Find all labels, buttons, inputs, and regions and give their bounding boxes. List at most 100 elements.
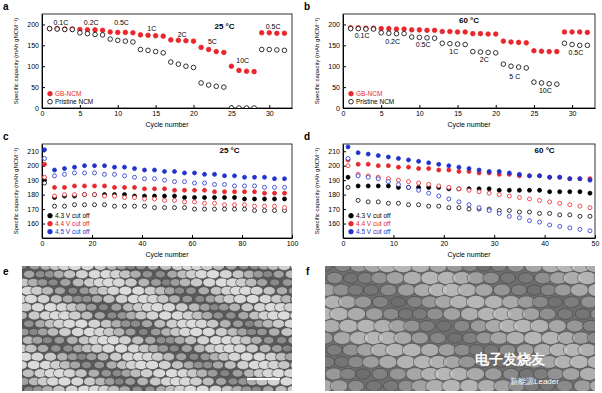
series: [47, 26, 286, 74]
grain: [215, 328, 228, 337]
panel-label: e: [3, 266, 9, 277]
data-point: [562, 30, 567, 35]
data-point: [153, 206, 157, 210]
grain: [76, 303, 88, 311]
data-point: [203, 181, 207, 185]
grain: [385, 343, 404, 356]
grain: [209, 385, 222, 391]
x-tick-label: 30: [266, 110, 274, 117]
grain: [333, 284, 350, 296]
x-tick: 5: [78, 105, 82, 117]
x-tick: 10: [416, 105, 424, 117]
grain: [106, 361, 118, 369]
grain: [564, 297, 580, 308]
data-point: [577, 43, 582, 48]
data-point: [376, 200, 380, 204]
grain: [454, 344, 471, 356]
grain: [391, 297, 405, 307]
data-point: [223, 196, 227, 200]
data-point: [183, 206, 187, 210]
data-point: [73, 165, 77, 169]
grain: [290, 295, 292, 303]
data-point: [193, 200, 197, 204]
data-point: [233, 203, 237, 207]
grain: [138, 278, 150, 286]
grain: [477, 266, 492, 271]
grain: [358, 273, 374, 284]
grain: [263, 386, 274, 391]
x-tick-mark: [572, 105, 573, 108]
grain: [130, 270, 141, 278]
grain: [228, 352, 241, 361]
legend-marker: [48, 99, 53, 104]
x-tick-mark: [444, 235, 445, 238]
x-tick-mark: [142, 235, 143, 238]
grain: [24, 270, 35, 278]
data-point: [570, 30, 575, 35]
grain: [557, 380, 573, 391]
grain: [24, 320, 34, 327]
grain: [325, 357, 335, 368]
y-tick-mark: [343, 224, 346, 225]
data-point: [425, 28, 430, 33]
grain: [566, 320, 583, 332]
data-point: [507, 214, 511, 218]
grain: [475, 284, 493, 297]
data-point: [233, 207, 237, 211]
x-tick-mark: [419, 105, 420, 108]
data-point: [133, 175, 137, 179]
x-tick: 15: [454, 105, 462, 117]
grain: [241, 386, 252, 391]
grain: [190, 377, 203, 386]
data-point: [223, 182, 227, 186]
grain: [372, 368, 388, 379]
grain: [155, 271, 165, 278]
x-tick-label: 5: [78, 110, 82, 117]
data-point: [568, 213, 572, 217]
y-tick: 160: [27, 220, 45, 227]
y-tick: 160: [328, 220, 346, 227]
grain: [196, 385, 209, 391]
y-tick-mark: [343, 151, 346, 152]
data-point: [168, 38, 173, 43]
grain: [284, 303, 292, 312]
grain: [253, 352, 266, 361]
grain: [338, 296, 356, 309]
data-point: [73, 203, 77, 207]
grain: [268, 328, 280, 336]
x-tick: 60: [189, 235, 197, 247]
grain: [141, 320, 152, 328]
grain: [462, 266, 478, 272]
data-point: [199, 45, 204, 50]
plot-area: [43, 148, 287, 213]
x-tick-label: 0: [41, 240, 45, 247]
y-tick-label: 160: [328, 220, 340, 227]
data-point: [93, 193, 97, 197]
y-tick-label: 100: [27, 63, 39, 70]
data-point: [55, 26, 60, 31]
data-point: [153, 168, 157, 172]
data-point: [113, 185, 117, 189]
data-point: [184, 38, 189, 43]
y-tick-label: 210: [328, 148, 340, 155]
grain: [380, 284, 396, 296]
grain: [27, 360, 40, 369]
grain: [216, 378, 227, 386]
data-point: [282, 31, 287, 36]
grain: [398, 309, 413, 320]
figure: 051015202530050100150200Cycle numberSpec…: [0, 0, 602, 393]
grain: [327, 272, 343, 283]
data-point: [243, 203, 247, 207]
x-tick-label: 20: [89, 240, 97, 247]
grain: [287, 385, 292, 391]
legend-marker: [349, 221, 354, 226]
grain: [525, 266, 543, 272]
grain: [467, 272, 485, 284]
grain: [343, 273, 358, 283]
y-tick-mark: [42, 195, 45, 196]
y-tick-label: 150: [27, 42, 39, 49]
data-point: [193, 171, 197, 175]
series: [43, 181, 287, 212]
x-tick: 10: [390, 235, 398, 247]
x-tick-mark: [393, 235, 394, 238]
